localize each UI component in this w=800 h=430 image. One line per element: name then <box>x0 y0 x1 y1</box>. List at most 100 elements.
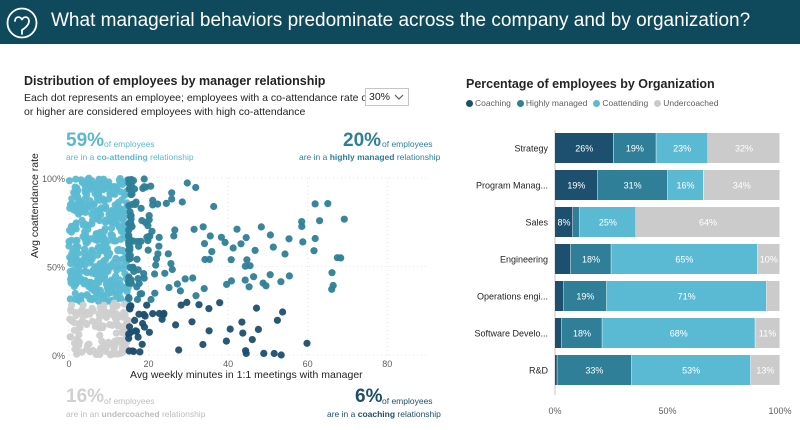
scatter-point-undercoached[interactable] <box>124 316 132 324</box>
scatter-point-highly-managed[interactable] <box>126 208 134 216</box>
scatter-point-coattending[interactable] <box>89 248 97 256</box>
scatter-point-highly-managed[interactable] <box>125 241 133 249</box>
scatter-point-highly-managed[interactable] <box>237 240 245 248</box>
scatter-point-coattending[interactable] <box>78 178 86 187</box>
scatter-point-coattending[interactable] <box>96 196 104 204</box>
scatter-point-coaching[interactable] <box>199 340 207 349</box>
scatter-point-highly-managed[interactable] <box>262 282 270 290</box>
scatter-point-coattending[interactable] <box>118 223 126 231</box>
scatter-point-undercoached[interactable] <box>96 345 104 354</box>
scatter-point-undercoached[interactable] <box>114 312 122 320</box>
scatter-point-coaching[interactable] <box>138 340 146 348</box>
scatter-point-coaching[interactable] <box>252 304 261 312</box>
scatter-point-coattending[interactable] <box>96 217 104 225</box>
scatter-point-highly-managed[interactable] <box>126 251 134 259</box>
bar-segment-undercoached[interactable] <box>636 207 780 237</box>
scatter-point-undercoached[interactable] <box>73 335 81 343</box>
scatter-point-coattending[interactable] <box>105 249 113 257</box>
scatter-point-coattending[interactable] <box>73 184 81 192</box>
scatter-point-highly-managed[interactable] <box>135 242 143 250</box>
scatter-point-coattending[interactable] <box>116 180 124 188</box>
scatter-point-highly-managed[interactable] <box>243 256 251 264</box>
scatter-point-highly-managed[interactable] <box>133 295 142 304</box>
scatter-point-coaching[interactable] <box>277 351 285 359</box>
scatter-point-highly-managed[interactable] <box>125 278 133 286</box>
scatter-point-coaching[interactable] <box>172 321 180 329</box>
scatter-point-coaching[interactable] <box>125 323 134 331</box>
scatter-point-coattending[interactable] <box>72 237 80 245</box>
scatter-point-coaching[interactable] <box>135 310 143 318</box>
scatter-point-highly-managed[interactable] <box>233 225 241 233</box>
scatter-point-coaching[interactable] <box>134 333 142 341</box>
scatter-point-coattending[interactable] <box>107 230 115 239</box>
legend-item-coattending[interactable]: Coattending <box>593 98 648 108</box>
scatter-point-coattending[interactable] <box>69 266 78 274</box>
scatter-point-undercoached[interactable] <box>106 321 114 329</box>
scatter-point-coaching[interactable] <box>188 318 196 326</box>
scatter-point-coattending[interactable] <box>71 289 79 297</box>
scatter-point-undercoached[interactable] <box>79 301 87 309</box>
bar-segment-coaching[interactable] <box>555 207 573 237</box>
scatter-point-coattending[interactable] <box>95 297 103 305</box>
scatter-point-highly-managed[interactable] <box>140 270 148 278</box>
scatter-point-coattending[interactable] <box>82 279 90 288</box>
scatter-point-coaching[interactable] <box>238 318 246 326</box>
scatter-point-coattending[interactable] <box>116 262 124 270</box>
scatter-point-coaching[interactable] <box>205 305 213 313</box>
scatter-point-coattending[interactable] <box>88 211 96 219</box>
scatter-point-coaching[interactable] <box>177 301 185 309</box>
scatter-point-highly-managed[interactable] <box>168 265 176 274</box>
scatter-point-highly-managed[interactable] <box>299 238 307 246</box>
scatter-point-undercoached[interactable] <box>121 310 129 319</box>
scatter-point-coaching[interactable] <box>140 323 149 331</box>
scatter-point-highly-managed[interactable] <box>285 272 293 280</box>
scatter-point-undercoached[interactable] <box>67 333 75 341</box>
scatter-point-coattending[interactable] <box>92 284 100 292</box>
scatter-point-undercoached[interactable] <box>112 329 120 337</box>
scatter-point-undercoached[interactable] <box>118 344 126 352</box>
bar-segment-undercoached[interactable] <box>757 244 780 274</box>
scatter-point-coaching[interactable] <box>222 337 230 345</box>
bar-segment-highly-managed[interactable] <box>613 133 656 163</box>
scatter-point-highly-managed[interactable] <box>208 248 216 256</box>
scatter-point-coaching[interactable] <box>273 316 281 324</box>
scatter-point-highly-managed[interactable] <box>162 199 170 207</box>
bar-segment-coattending[interactable] <box>631 355 751 385</box>
bar-segment-undercoached[interactable] <box>703 170 780 200</box>
scatter-point-coaching[interactable] <box>175 346 183 354</box>
scatter-point-coaching[interactable] <box>149 310 157 318</box>
scatter-point-coaching[interactable] <box>254 325 262 333</box>
scatter-point-undercoached[interactable] <box>114 322 122 330</box>
scatter-point-coattending[interactable] <box>88 296 96 304</box>
scatter-point-coattending[interactable] <box>72 242 80 251</box>
scatter-point-highly-managed[interactable] <box>241 276 249 284</box>
scatter-point-coaching[interactable] <box>143 301 151 309</box>
scatter-point-coattending[interactable] <box>107 224 116 232</box>
scatter-point-coattending[interactable] <box>118 196 126 204</box>
scatter-point-coaching[interactable] <box>216 299 224 307</box>
scatter-point-coattending[interactable] <box>112 254 120 262</box>
scatter-point-undercoached[interactable] <box>94 317 102 325</box>
scatter-point-highly-managed[interactable] <box>329 281 337 290</box>
scatter-point-highly-managed[interactable] <box>285 235 293 243</box>
bar-segment-coattending[interactable] <box>606 281 767 311</box>
legend-item-coaching[interactable]: Coaching <box>466 98 511 108</box>
scatter-point-coattending[interactable] <box>106 289 114 297</box>
scatter-point-coaching[interactable] <box>195 301 203 309</box>
scatter-point-coattending[interactable] <box>83 191 91 199</box>
scatter-point-coattending[interactable] <box>81 235 89 243</box>
scatter-point-highly-managed[interactable] <box>125 231 133 239</box>
scatter-point-highly-managed[interactable] <box>181 275 189 283</box>
scatter-point-highly-managed[interactable] <box>200 285 208 293</box>
scatter-point-highly-managed[interactable] <box>178 198 186 206</box>
scatter-point-coattending[interactable] <box>101 218 110 226</box>
scatter-point-coattending[interactable] <box>95 183 103 191</box>
bar-segment-highly-managed[interactable] <box>557 355 632 385</box>
scatter-point-highly-managed[interactable] <box>137 204 145 212</box>
scatter-point-coaching[interactable] <box>125 334 133 342</box>
bar-segment-undercoached[interactable] <box>708 133 780 163</box>
scatter-point-coattending[interactable] <box>107 208 115 216</box>
scatter-point-highly-managed[interactable] <box>151 289 159 297</box>
scatter-point-highly-managed[interactable] <box>142 219 150 227</box>
scatter-point-highly-managed[interactable] <box>125 185 133 193</box>
